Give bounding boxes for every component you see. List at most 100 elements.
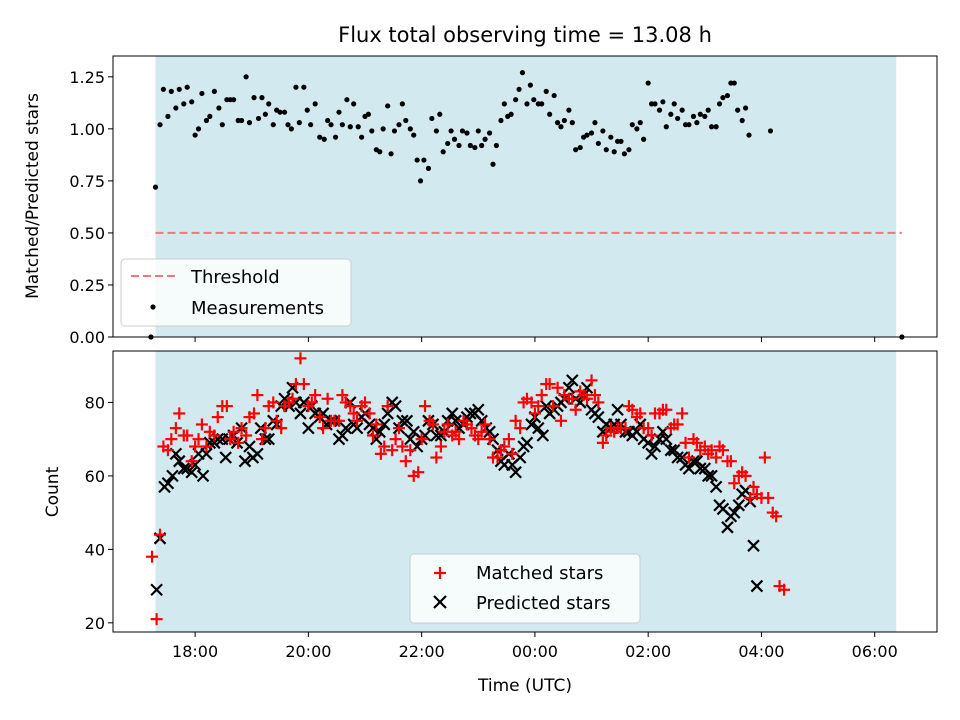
measurement-point bbox=[652, 101, 658, 107]
matched-star-marker bbox=[532, 400, 545, 413]
matched-star-marker bbox=[626, 403, 639, 416]
measurement-point bbox=[184, 84, 190, 90]
measurement-point bbox=[561, 117, 567, 124]
measurement-point bbox=[332, 134, 339, 140]
measurement-point bbox=[501, 101, 507, 107]
predicted-star-marker bbox=[262, 432, 276, 446]
matched-star-marker bbox=[509, 414, 522, 427]
measurement-point bbox=[720, 95, 726, 101]
predicted-star-marker bbox=[732, 498, 746, 512]
matched-star-marker bbox=[251, 389, 264, 402]
matched-star-marker bbox=[313, 411, 326, 424]
measurement-point bbox=[569, 120, 575, 126]
measurement-point bbox=[519, 70, 526, 76]
measurement-point bbox=[388, 151, 394, 157]
matched-star-marker bbox=[185, 455, 198, 468]
matched-star-marker bbox=[698, 440, 711, 453]
measurement-point bbox=[445, 140, 451, 147]
measurement-point bbox=[527, 82, 533, 88]
y-tick-label: 80 bbox=[85, 393, 105, 412]
predicted-star-marker bbox=[302, 421, 315, 435]
matched-star-marker bbox=[227, 425, 240, 438]
measurement-point bbox=[451, 136, 458, 142]
matched-star-marker bbox=[514, 422, 527, 435]
legend-matched-swatch bbox=[434, 567, 446, 579]
measurement-point bbox=[490, 161, 496, 167]
bottom-x-ticks: 18:00 20:00 22:00 00:00 02:00 04:00 06:00 bbox=[172, 632, 898, 661]
measurement-point bbox=[493, 142, 500, 149]
matched-star-marker bbox=[347, 407, 360, 420]
bottom-axes-frame bbox=[112, 350, 938, 633]
matched-star-marker bbox=[220, 400, 233, 413]
measurement-point bbox=[425, 165, 432, 171]
measurement-point bbox=[152, 184, 159, 190]
measurement-point bbox=[464, 130, 470, 136]
measurement-point bbox=[554, 120, 561, 126]
measurement-point bbox=[391, 128, 398, 134]
measurement-point bbox=[724, 92, 731, 99]
matched-star-marker bbox=[195, 418, 208, 431]
x-tick-label: 02:00 bbox=[625, 642, 671, 661]
predicted-star-marker bbox=[177, 462, 191, 475]
measurement-point bbox=[351, 101, 357, 107]
measurement-point bbox=[355, 124, 361, 130]
matched-star-marker bbox=[634, 407, 647, 420]
measurement-point bbox=[702, 113, 708, 119]
matched-star-marker bbox=[475, 425, 488, 438]
measurement-point bbox=[656, 107, 663, 113]
measurement-point bbox=[216, 105, 222, 111]
measurement-point bbox=[417, 178, 424, 184]
measurement-point bbox=[618, 138, 624, 144]
predicted-star-marker bbox=[525, 418, 538, 431]
matched-star-marker bbox=[535, 389, 548, 402]
matched-star-marker bbox=[208, 429, 221, 442]
predicted-star-marker bbox=[400, 414, 414, 428]
measurement-point bbox=[637, 120, 643, 126]
matched-star-marker bbox=[472, 433, 485, 446]
measurement-point bbox=[573, 147, 579, 153]
measurement-point bbox=[243, 74, 249, 80]
measurement-point bbox=[296, 120, 302, 126]
measurement-point bbox=[739, 117, 745, 124]
matched-star-marker bbox=[483, 433, 496, 446]
measurement-point bbox=[735, 107, 741, 113]
matched-star-marker bbox=[399, 455, 412, 468]
matched-star-marker bbox=[351, 414, 364, 427]
matched-star-marker bbox=[404, 444, 417, 457]
top-y-ticks: 0.00 0.25 0.50 0.75 1.00 1.25 bbox=[69, 68, 113, 347]
matched-star-marker bbox=[528, 407, 541, 420]
legend-measurements-label: Measurements bbox=[191, 298, 324, 319]
measurement-point bbox=[611, 149, 617, 155]
matched-star-marker bbox=[676, 407, 689, 420]
predicted-star-marker bbox=[150, 583, 163, 597]
matched-star-marker bbox=[724, 455, 737, 468]
measurement-point bbox=[181, 101, 187, 107]
predicted-star-marker bbox=[701, 469, 715, 483]
measurement-point bbox=[246, 120, 253, 126]
measurement-point bbox=[339, 122, 345, 128]
matched-star-marker bbox=[297, 378, 310, 391]
matched-star-marker bbox=[747, 480, 760, 493]
x-tick-label: 00:00 bbox=[512, 642, 558, 661]
legend-threshold-label: Threshold bbox=[190, 267, 280, 288]
predicted-star-marker bbox=[185, 465, 198, 479]
measurement-point bbox=[255, 115, 262, 122]
measurement-point bbox=[440, 149, 446, 155]
matched-star-marker bbox=[366, 429, 379, 442]
predicted-star-marker bbox=[196, 469, 210, 483]
predicted-star-marker bbox=[705, 469, 718, 483]
measurement-point bbox=[277, 109, 283, 115]
y-tick-label: 1.00 bbox=[69, 120, 105, 139]
measurement-point bbox=[475, 128, 481, 134]
predicted-star-marker bbox=[445, 407, 459, 420]
x-tick-label: 18:00 bbox=[172, 642, 218, 661]
matched-star-marker bbox=[173, 407, 186, 420]
measurement-point bbox=[377, 149, 383, 155]
measurement-point bbox=[403, 117, 409, 124]
matched-star-marker bbox=[275, 422, 288, 435]
predicted-star-marker bbox=[464, 407, 477, 420]
measurement-point bbox=[421, 157, 427, 163]
measurement-point bbox=[608, 134, 614, 140]
measurement-point bbox=[577, 144, 583, 151]
measurement-point bbox=[731, 80, 737, 86]
